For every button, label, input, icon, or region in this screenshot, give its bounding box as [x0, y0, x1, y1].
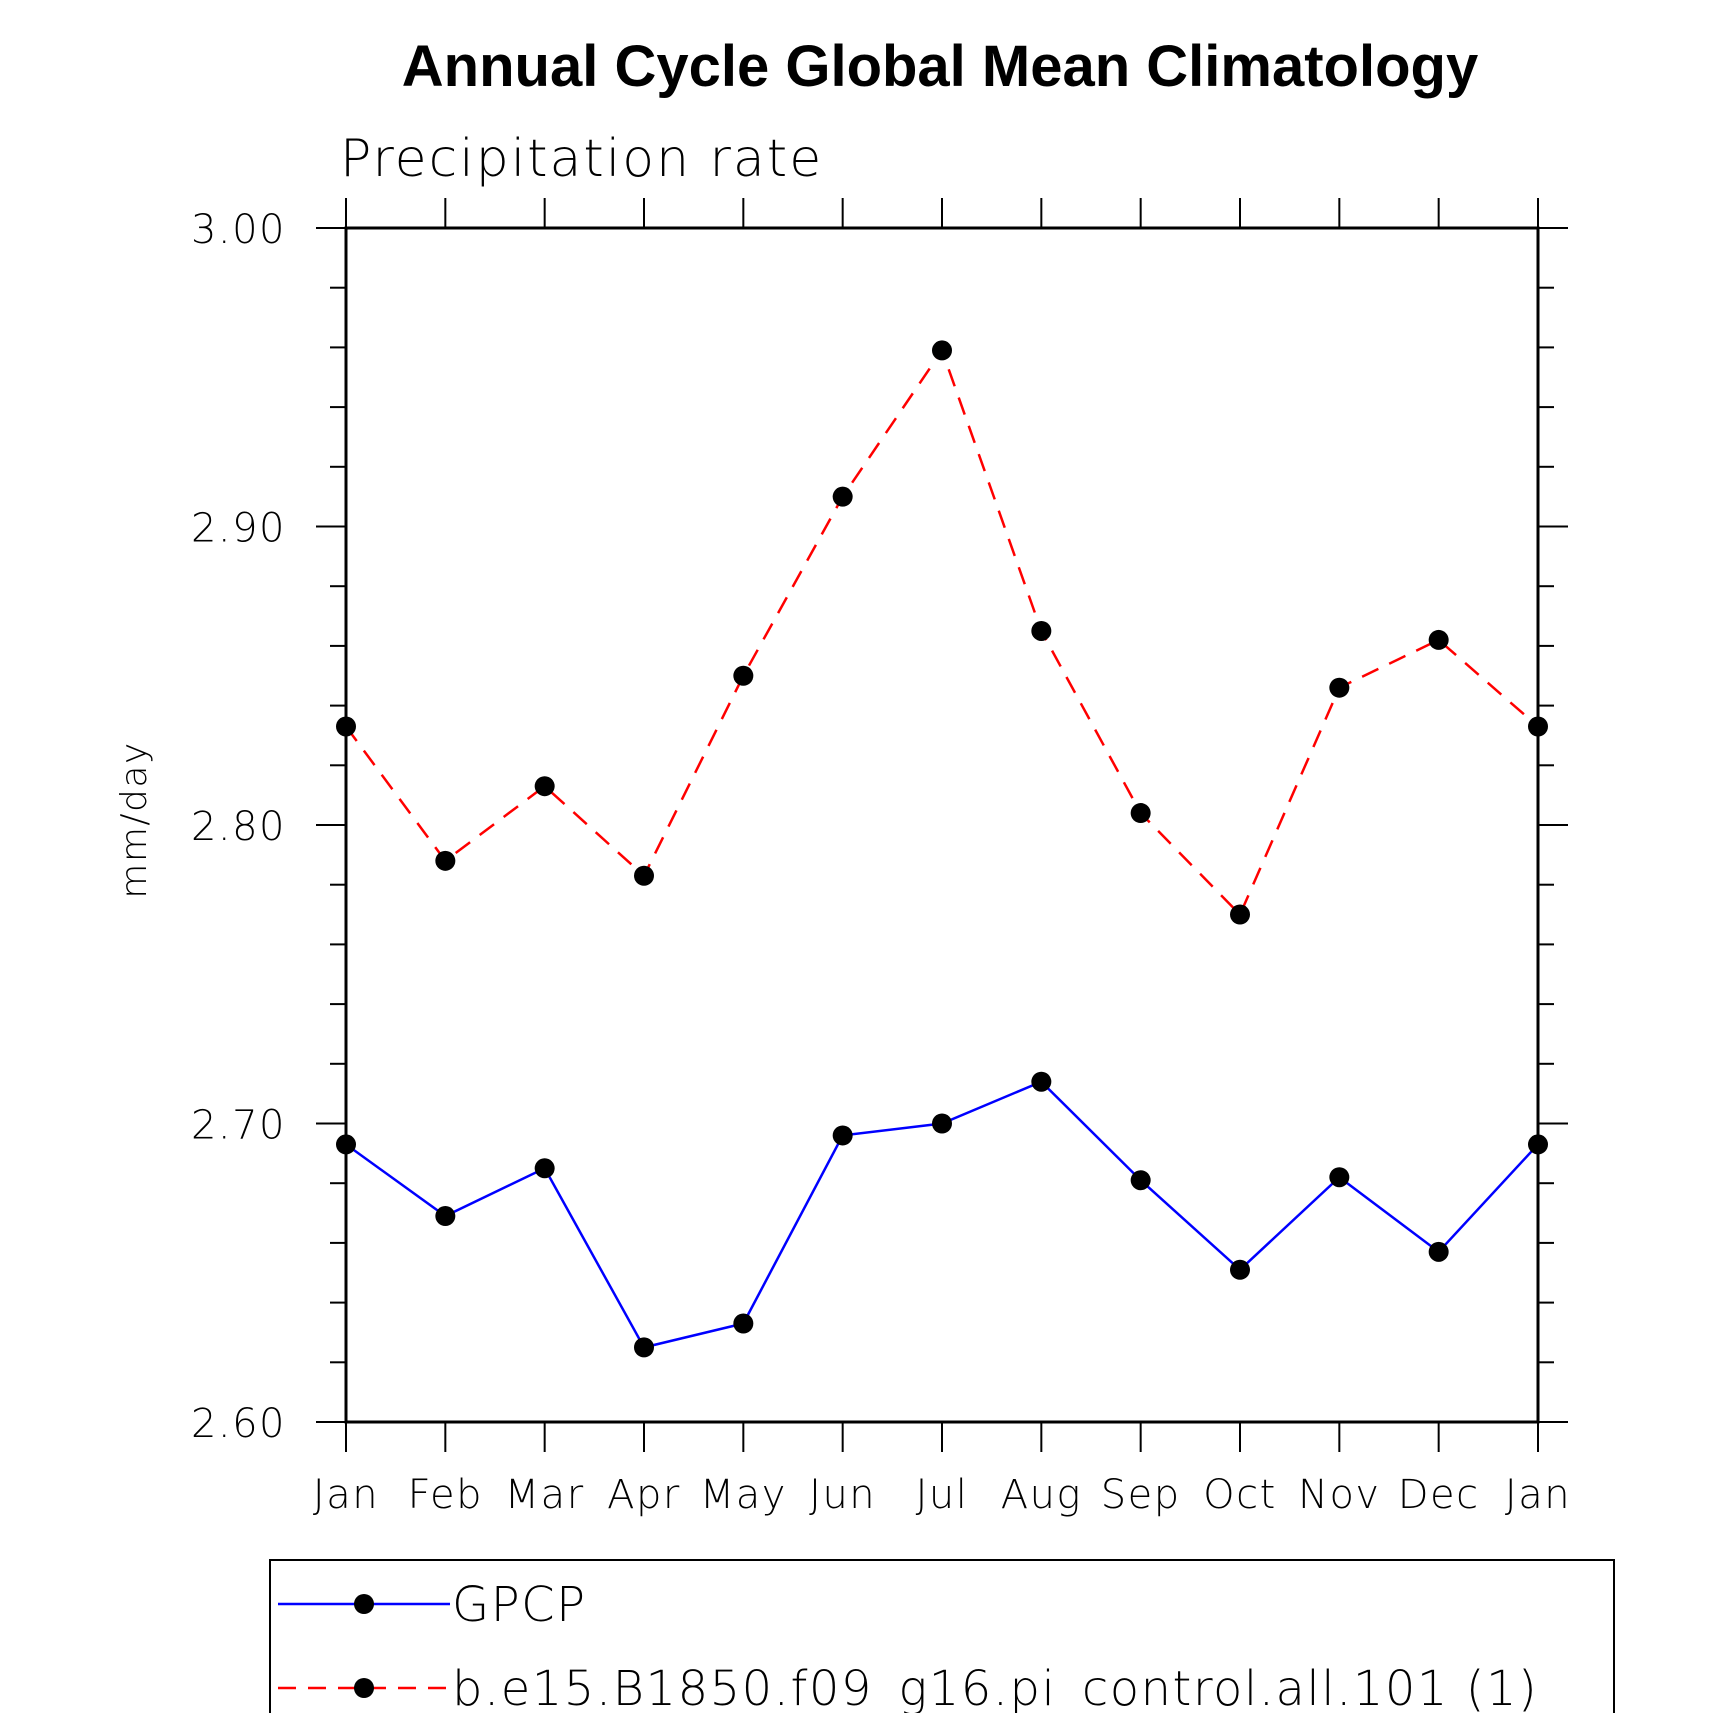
data-point	[1031, 1071, 1052, 1092]
x-tick-label: Aug	[1001, 1472, 1082, 1518]
legend-marker	[354, 1594, 374, 1614]
x-tick-label: Dec	[1398, 1472, 1480, 1518]
data-point	[534, 776, 555, 797]
chart-subtitle: Precipitation rate	[340, 129, 823, 189]
data-point	[832, 1125, 853, 1146]
y-tick-label: 2.60	[191, 1401, 286, 1447]
data-point	[932, 340, 952, 361]
legend-label: GPCP	[452, 1577, 587, 1633]
x-tick-label: Jan	[1505, 1472, 1571, 1518]
data-point	[336, 716, 356, 737]
x-tick-label: Jul	[916, 1472, 969, 1518]
x-tick-label: May	[700, 1472, 787, 1518]
data-point	[1428, 629, 1449, 650]
series-lines	[344, 347, 1539, 1349]
data-point	[435, 850, 456, 871]
data-point	[534, 1158, 555, 1179]
series-line-2	[344, 347, 1539, 917]
data-point	[1528, 1134, 1548, 1155]
series-markers	[336, 340, 1548, 1358]
data-point	[1329, 677, 1350, 698]
legend-label: b.e15.B1850.f09_g16.pi_control.all.101 (…	[452, 1661, 1538, 1713]
y-tick-label: 3.00	[191, 207, 286, 253]
legend-box	[269, 1559, 1615, 1713]
data-point	[1528, 716, 1548, 737]
data-point	[1428, 1241, 1449, 1262]
legend-marker	[354, 1678, 374, 1698]
x-tick-label: Sep	[1101, 1472, 1181, 1518]
axis-ticks	[316, 198, 1568, 1452]
tick-labels: Jan Feb Mar Apr May Jun Jul Aug Sep Oct Nov Dec Jan 2…	[191, 207, 1571, 1518]
legend-entries: GPCP b.e15.B1850.f09_g16.pi_control.all.1…	[278, 1577, 1538, 1713]
data-point	[1329, 1167, 1350, 1188]
y-tick-label: 2.80	[191, 804, 286, 850]
x-tick-label: Jun	[809, 1472, 876, 1518]
data-point	[336, 1134, 356, 1155]
data-point	[1130, 1170, 1151, 1191]
data-point	[1230, 904, 1250, 925]
data-point	[733, 1313, 754, 1334]
chart-title: Annual Cycle Global Mean Climatology	[402, 34, 1478, 99]
y-tick-label: 2.70	[191, 1103, 286, 1149]
data-point	[1130, 803, 1151, 824]
x-tick-label: Apr	[607, 1472, 681, 1518]
data-point	[435, 1206, 456, 1227]
data-point	[634, 865, 654, 886]
data-point	[832, 486, 853, 507]
data-point	[634, 1337, 654, 1358]
x-tick-label: Jan	[313, 1472, 379, 1518]
y-tick-label: 2.90	[191, 506, 286, 552]
plot-frame	[344, 226, 1540, 1424]
data-point	[1230, 1259, 1250, 1280]
x-tick-label: Feb	[408, 1472, 483, 1518]
x-tick-label: Oct	[1203, 1472, 1277, 1518]
legend: GPCP b.e15.B1850.f09_g16.pi_control.all.1…	[269, 1559, 1615, 1713]
y-axis-label: mm/day	[114, 741, 155, 898]
x-tick-label: Nov	[1298, 1472, 1381, 1518]
data-point	[733, 665, 754, 686]
data-point	[932, 1113, 952, 1134]
x-tick-label: Mar	[505, 1472, 585, 1518]
data-point	[1031, 620, 1052, 641]
